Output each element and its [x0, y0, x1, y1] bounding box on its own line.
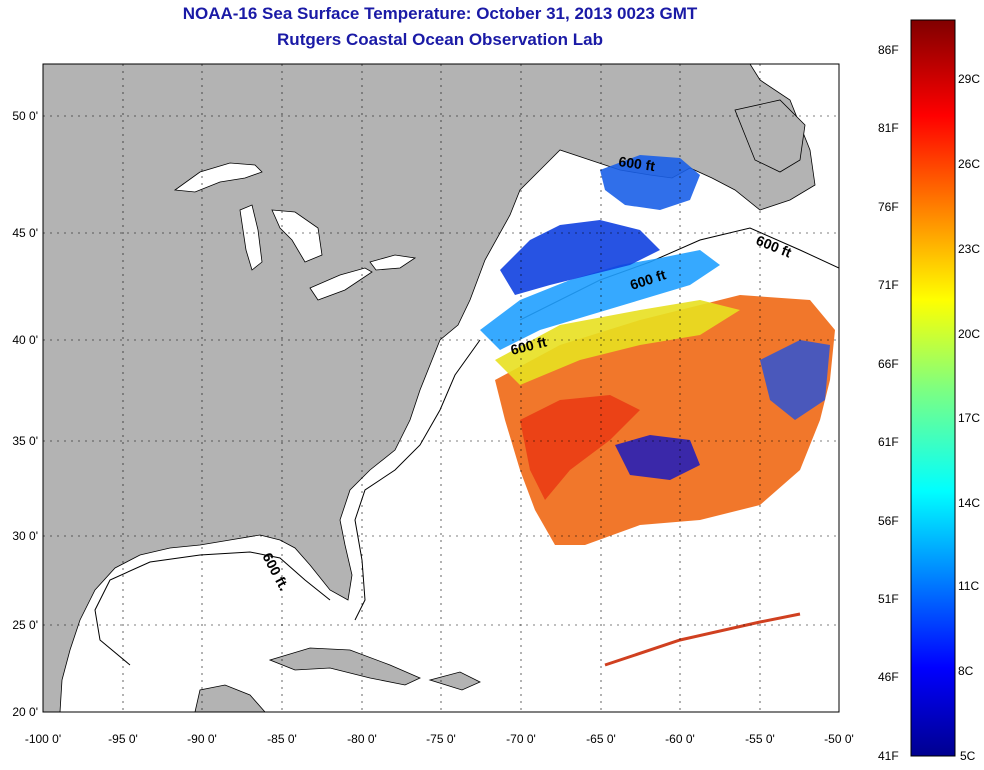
colorbar-f-label: 86F: [878, 43, 899, 57]
contour-600ft: [94, 339, 481, 666]
colorbar-f-label: 81F: [878, 121, 899, 135]
colorbar-f-label: 76F: [878, 200, 899, 214]
sst-east-blue: [760, 340, 830, 420]
colorbar-c-label: 17C: [958, 411, 981, 425]
lat-axis: 50 0' 45 0' 40 0' 35 0' 30 0' 25 0' 20 0…: [12, 109, 38, 719]
colorbar-f-label: 41F: [878, 749, 899, 763]
sst-swath-cool: [480, 250, 720, 350]
sst-gulf-of-maine: [500, 220, 660, 295]
sst-red-core: [520, 395, 640, 500]
colorbar-c-label: 8C: [958, 664, 974, 678]
contour-label: 600 ft: [618, 153, 657, 174]
lat-tick-label: 20 0': [12, 705, 38, 719]
plot-frame: [42, 63, 840, 713]
lake-superior: [173, 162, 263, 193]
sst-trail: [604, 612, 801, 667]
lon-tick-label: -80 0': [347, 732, 377, 746]
lon-tick-label: -70 0': [506, 732, 536, 746]
colorbar-f-label: 66F: [878, 357, 899, 371]
lake-huron: [271, 209, 323, 263]
lon-tick-label: -60 0': [665, 732, 695, 746]
lat-tick-label: 25 0': [12, 618, 38, 632]
colorbar: [910, 19, 956, 757]
lake-michigan: [239, 204, 263, 271]
colorbar-f-label: 56F: [878, 514, 899, 528]
colorbar-f-label: 51F: [878, 592, 899, 606]
graticule: [43, 64, 839, 712]
colorbar-f-label: 46F: [878, 670, 899, 684]
colorbar-c-label: 26C: [958, 157, 981, 171]
colorbar-c-label: 11C: [958, 579, 980, 593]
colorbar-c-label: 23C: [958, 242, 981, 256]
hispaniola-land: [428, 671, 481, 691]
lat-tick-label: 40 0': [12, 333, 38, 347]
colorbar-c-label: 29C: [958, 72, 981, 86]
newfoundland-land: [734, 99, 806, 173]
colorbar-c-label: 5C: [960, 749, 976, 763]
lat-tick-label: 45 0': [12, 226, 38, 240]
cuba-land: [268, 647, 421, 686]
lon-tick-label: -75 0': [426, 732, 456, 746]
map-subtitle: Rutgers Coastal Ocean Observation Lab: [277, 30, 603, 49]
sst-swath-yellow: [495, 300, 740, 385]
lat-tick-label: 50 0': [12, 109, 38, 123]
map-title: NOAA-16 Sea Surface Temperature: October…: [182, 4, 698, 23]
lat-tick-label: 30 0': [12, 529, 38, 543]
lon-axis: -100 0' -95 0' -90 0' -85 0' -80 0' -75 …: [25, 732, 854, 746]
sst-cloud-patch: [615, 435, 700, 480]
lat-tick-label: 35 0': [12, 434, 38, 448]
colorbar-c-label: 20C: [958, 327, 981, 341]
lon-tick-label: -90 0': [187, 732, 217, 746]
lon-tick-label: -55 0': [745, 732, 775, 746]
colorbar-c-label: 14C: [958, 496, 981, 510]
colorbar-f-label: 61F: [878, 435, 899, 449]
yucatan-land: [194, 684, 266, 712]
north-america-land: [43, 64, 816, 712]
colorbar-f-label: 71F: [878, 278, 899, 292]
lon-tick-label: -65 0': [586, 732, 616, 746]
lon-tick-label: -50 0': [824, 732, 854, 746]
sst-gulf-st-lawrence: [600, 155, 700, 210]
lake-erie-ontario: [309, 254, 417, 301]
lon-tick-label: -95 0': [108, 732, 138, 746]
lon-tick-label: -100 0': [25, 732, 61, 746]
lon-tick-label: -85 0': [267, 732, 297, 746]
